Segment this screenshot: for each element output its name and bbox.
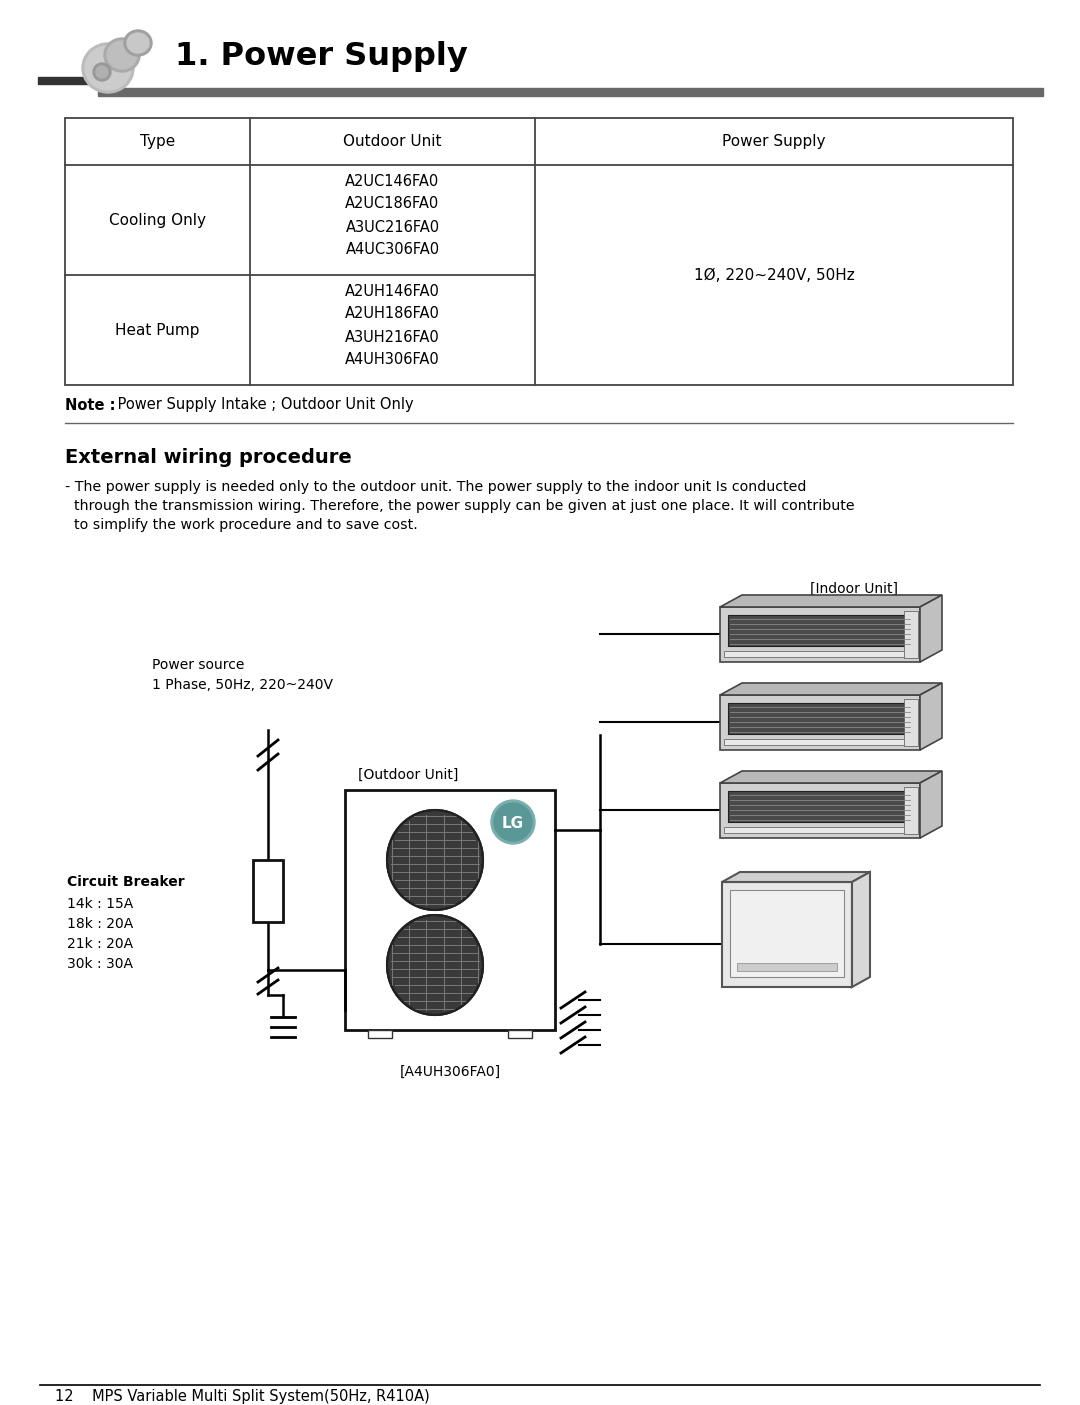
Text: 14k : 15A: 14k : 15A [67, 896, 133, 910]
Ellipse shape [124, 30, 152, 56]
Bar [730, 889, 843, 976]
Text: Cooling Only: Cooling Only [109, 212, 206, 228]
Text: External wiring procedure: External wiring procedure [65, 448, 352, 466]
Text: 1Ø, 220~240V, 50Hz: 1Ø, 220~240V, 50Hz [693, 267, 854, 282]
Text: [Indoor Unit]: [Indoor Unit] [810, 582, 897, 596]
Ellipse shape [104, 38, 140, 72]
Bar [345, 790, 555, 1030]
Bar [728, 791, 912, 822]
Polygon shape [720, 683, 942, 695]
Text: [Outdoor Unit]: [Outdoor Unit] [357, 769, 458, 783]
Polygon shape [723, 882, 852, 986]
Polygon shape [852, 873, 870, 986]
Bar [38, 77, 96, 84]
Bar [737, 964, 837, 971]
Bar [904, 787, 918, 835]
Text: 21k : 20A: 21k : 20A [67, 937, 133, 951]
Circle shape [494, 804, 532, 842]
Text: Type: Type [140, 133, 175, 149]
Bar [904, 611, 918, 658]
Bar [253, 860, 283, 922]
Polygon shape [720, 783, 920, 837]
Text: Note :: Note : [65, 398, 116, 413]
Polygon shape [723, 873, 870, 882]
Text: [A4UH306FA0]: [A4UH306FA0] [400, 1065, 500, 1079]
Text: A2UH146FA0: A2UH146FA0 [346, 284, 440, 298]
Text: 1. Power Supply: 1. Power Supply [175, 42, 468, 73]
Bar [98, 89, 1043, 96]
Bar [65, 118, 1013, 385]
Ellipse shape [82, 44, 134, 93]
Polygon shape [720, 771, 942, 783]
Text: A4UC306FA0: A4UC306FA0 [346, 243, 440, 257]
Circle shape [491, 799, 535, 844]
Text: A4UH306FA0: A4UH306FA0 [346, 353, 440, 368]
Polygon shape [720, 695, 920, 750]
Text: A2UC146FA0: A2UC146FA0 [346, 173, 440, 188]
Text: Heat Pump: Heat Pump [116, 323, 200, 337]
Text: Outdoor Unit: Outdoor Unit [343, 133, 442, 149]
Bar [724, 828, 916, 833]
Ellipse shape [107, 41, 137, 69]
Text: through the transmission wiring. Therefore, the power supply can be given at jus: through the transmission wiring. Therefo… [65, 499, 854, 513]
Bar [724, 651, 916, 658]
Text: 1 Phase, 50Hz, 220~240V: 1 Phase, 50Hz, 220~240V [152, 679, 333, 693]
Text: Circuit Breaker: Circuit Breaker [67, 875, 185, 889]
Text: - The power supply is needed only to the outdoor unit. The power supply to the i: - The power supply is needed only to the… [65, 481, 807, 495]
Circle shape [93, 63, 111, 81]
Polygon shape [920, 594, 942, 662]
Text: 12    MPS Variable Multi Split System(50Hz, R410A): 12 MPS Variable Multi Split System(50Hz,… [55, 1388, 430, 1404]
Polygon shape [920, 683, 942, 750]
Ellipse shape [85, 46, 131, 90]
Bar [904, 700, 918, 746]
Bar [368, 1030, 392, 1038]
Text: A3UC216FA0: A3UC216FA0 [346, 219, 440, 235]
Text: Power Supply Intake ; Outdoor Unit Only: Power Supply Intake ; Outdoor Unit Only [113, 398, 414, 413]
Text: Power Supply: Power Supply [723, 133, 826, 149]
Polygon shape [720, 594, 942, 607]
Text: LG: LG [502, 816, 524, 832]
Text: A2UC186FA0: A2UC186FA0 [346, 197, 440, 212]
Ellipse shape [387, 915, 483, 1014]
Text: A3UH216FA0: A3UH216FA0 [346, 330, 440, 344]
Polygon shape [920, 771, 942, 837]
Bar [508, 1030, 532, 1038]
Text: Power source: Power source [152, 658, 244, 672]
Text: 30k : 30A: 30k : 30A [67, 957, 133, 971]
Ellipse shape [387, 811, 483, 910]
Bar [728, 704, 912, 733]
Text: 18k : 20A: 18k : 20A [67, 917, 133, 932]
Bar [728, 615, 912, 645]
Bar [724, 739, 916, 745]
Circle shape [96, 66, 108, 79]
Ellipse shape [127, 32, 149, 53]
Text: to simplify the work procedure and to save cost.: to simplify the work procedure and to sa… [65, 518, 418, 532]
Polygon shape [720, 607, 920, 662]
Text: A2UH186FA0: A2UH186FA0 [346, 306, 440, 322]
